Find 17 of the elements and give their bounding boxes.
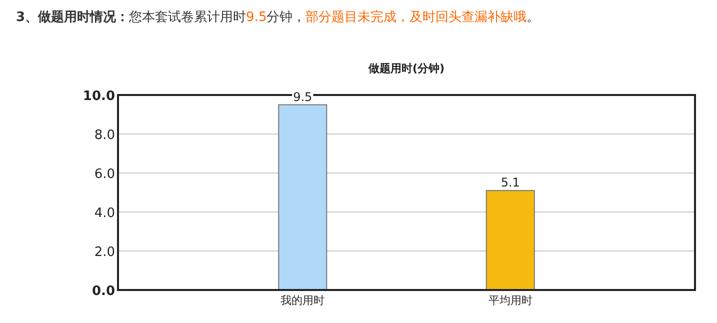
text: 部分题目未完成，及时回头查漏补缺哦 (306, 9, 527, 25)
text: 。 (526, 10, 540, 25)
y-tick-label: 6.0 (94, 167, 115, 182)
y-tick-label: 10.0 (82, 89, 115, 104)
y-tick-label: 4.0 (94, 206, 115, 221)
text: 您本套试卷累计用时 (128, 10, 246, 25)
x-tick-label: 我的用时 (280, 294, 325, 307)
x-tick-label: 平均用时 (488, 294, 532, 307)
chart-title: 做题用时(分钟) (367, 62, 445, 75)
text: 9.5 (246, 10, 267, 25)
text: 分钟， (266, 10, 306, 25)
y-tick-label: 2.0 (94, 245, 115, 260)
data-label: 9.5 (293, 90, 312, 104)
y-tick-label: 8.0 (94, 128, 115, 143)
y-tick-label: 0.0 (92, 284, 115, 299)
text: 3、做题用时情况： (16, 10, 130, 25)
data-label: 5.1 (500, 176, 520, 190)
